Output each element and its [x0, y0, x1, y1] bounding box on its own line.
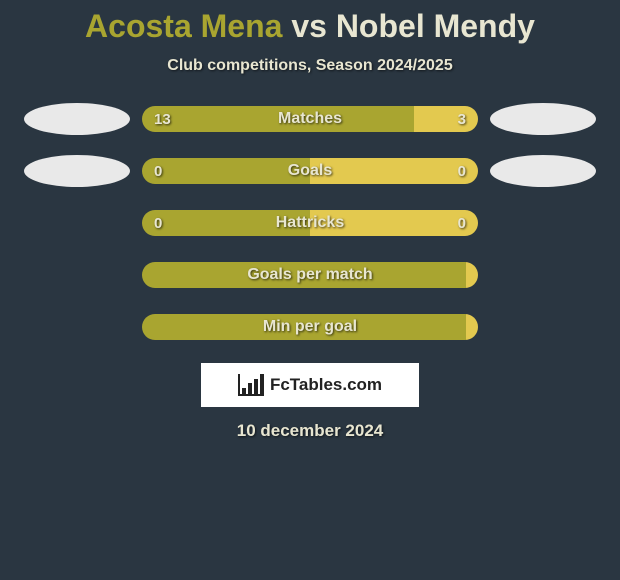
badge-spacer: [490, 259, 596, 291]
source-logo: FcTables.com: [201, 363, 419, 407]
stat-bar-right: [466, 262, 478, 288]
barchart-icon: [238, 374, 264, 396]
subtitle: Club competitions, Season 2024/2025: [0, 57, 620, 75]
player2-badge: [490, 103, 596, 135]
comparison-container: Acosta Mena vs Nobel Mendy Club competit…: [0, 0, 620, 441]
page-title: Acosta Mena vs Nobel Mendy: [0, 8, 620, 45]
stat-bar: Min per goal: [142, 314, 478, 340]
player1-badge: [24, 103, 130, 135]
stat-row: Min per goal: [0, 311, 620, 343]
stat-bar: 133Matches: [142, 106, 478, 132]
stat-bar: 00Hattricks: [142, 210, 478, 236]
bars-host: 133Matches 00Goals 00Hattricks Goals per ma…: [0, 103, 620, 343]
badge-spacer: [24, 207, 130, 239]
player2-badge: [490, 155, 596, 187]
stat-bar-right: 0: [310, 158, 478, 184]
stat-row: Goals per match: [0, 259, 620, 291]
badge-spacer: [24, 311, 130, 343]
stat-row: 00Hattricks: [0, 207, 620, 239]
badge-spacer: [24, 259, 130, 291]
stat-bar-left: 0: [142, 210, 310, 236]
stat-bar-left: 0: [142, 158, 310, 184]
logo-text: FcTables.com: [270, 375, 382, 395]
title-vs: vs: [291, 8, 327, 44]
stat-bar-right: 0: [310, 210, 478, 236]
stat-bar-left: [142, 314, 466, 340]
player1-badge: [24, 155, 130, 187]
stat-bar-left: 13: [142, 106, 414, 132]
stat-row: 133Matches: [0, 103, 620, 135]
stat-row: 00Goals: [0, 155, 620, 187]
title-player1: Acosta Mena: [85, 8, 282, 44]
stat-bar: Goals per match: [142, 262, 478, 288]
stat-bar-right: 3: [414, 106, 478, 132]
badge-spacer: [490, 311, 596, 343]
stat-bar: 00Goals: [142, 158, 478, 184]
date-label: 10 december 2024: [0, 421, 620, 441]
stat-bar-right: [466, 314, 478, 340]
title-player2: Nobel Mendy: [336, 8, 535, 44]
badge-spacer: [490, 207, 596, 239]
stat-bar-left: [142, 262, 466, 288]
